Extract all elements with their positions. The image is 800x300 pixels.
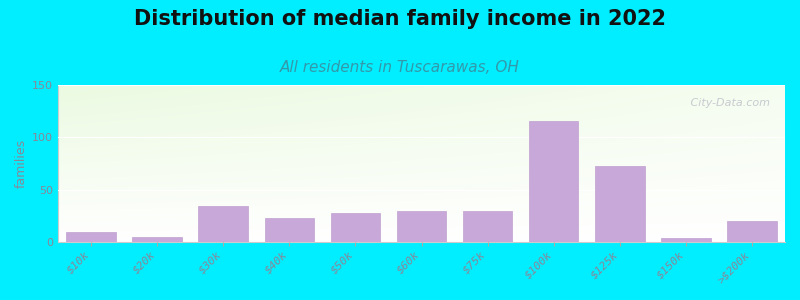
Bar	[330, 213, 380, 242]
Bar	[198, 206, 248, 242]
Bar	[529, 121, 578, 242]
Bar	[132, 237, 182, 242]
Y-axis label: families: families	[15, 139, 28, 188]
Bar	[397, 211, 446, 242]
Text: All residents in Tuscarawas, OH: All residents in Tuscarawas, OH	[280, 60, 520, 75]
Bar	[66, 232, 116, 242]
Bar	[595, 166, 645, 242]
Text: City-Data.com: City-Data.com	[687, 98, 770, 108]
Bar	[727, 221, 777, 242]
Bar	[265, 218, 314, 242]
Bar	[661, 238, 710, 242]
Text: Distribution of median family income in 2022: Distribution of median family income in …	[134, 9, 666, 29]
Bar	[463, 211, 512, 242]
